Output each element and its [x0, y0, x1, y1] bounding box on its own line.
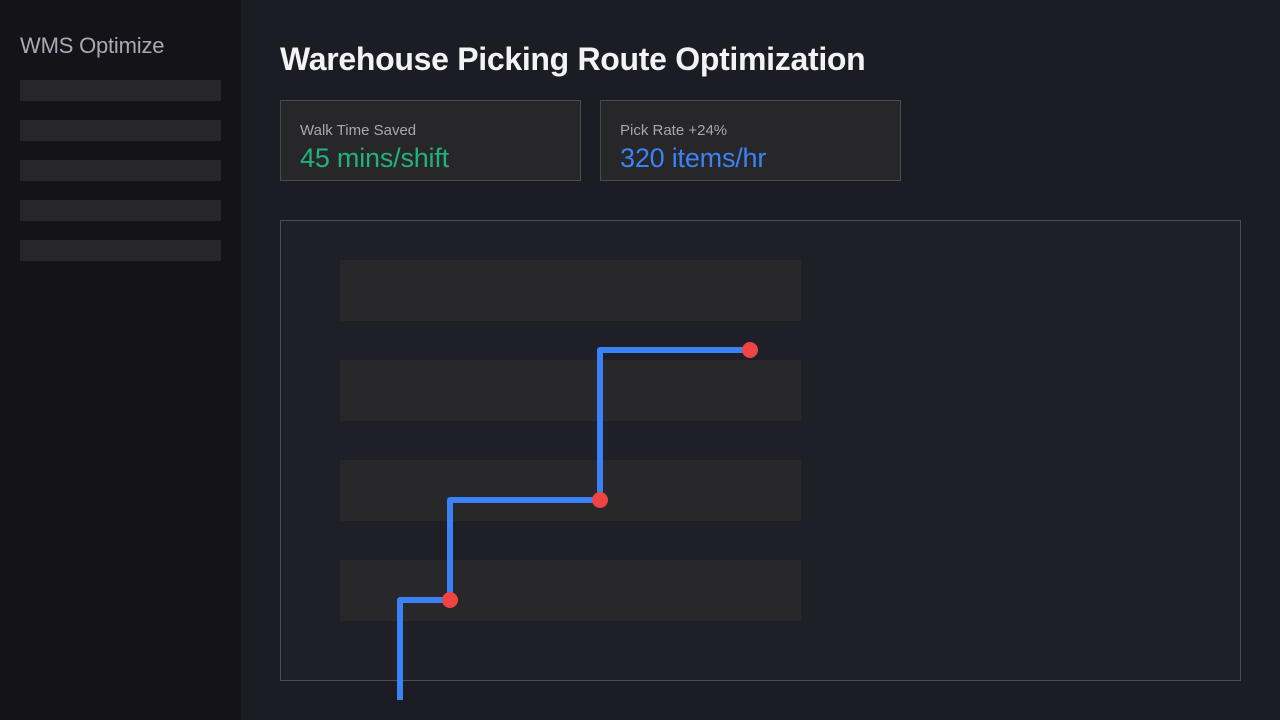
sidebar-item-4[interactable] [20, 200, 221, 221]
metric-label: Pick Rate +24% [620, 122, 728, 139]
sidebar-item-2[interactable] [20, 120, 221, 141]
sidebar-item-3[interactable] [20, 160, 221, 181]
metric-card-pick-rate: Pick Rate +24% 320 items/hr [600, 100, 901, 181]
sidebar: WMS Optimize [0, 0, 241, 720]
page-title: Warehouse Picking Route Optimization [280, 41, 866, 77]
metric-card-walk-time: Walk Time Saved 45 mins/shift [280, 100, 581, 181]
metric-label: Walk Time Saved [300, 122, 417, 139]
warehouse-map-panel [280, 220, 1241, 681]
sidebar-item-1[interactable] [20, 80, 221, 101]
metric-value: 45 mins/shift [300, 143, 449, 173]
sidebar-item-5[interactable] [20, 240, 221, 261]
app-brand: WMS Optimize [20, 33, 165, 58]
metric-value: 320 items/hr [620, 143, 767, 173]
